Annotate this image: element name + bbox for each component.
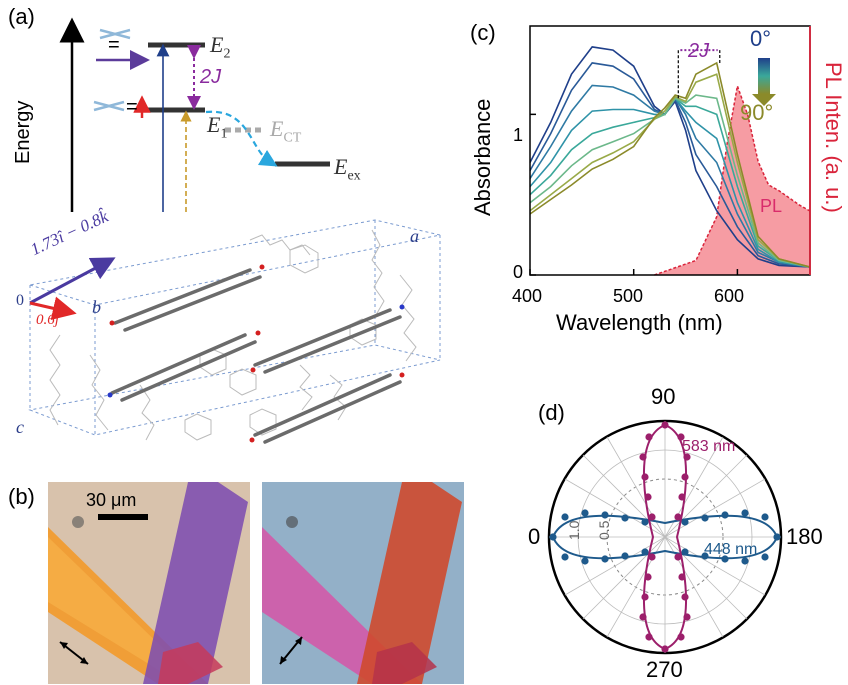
equals-sign-e1: = bbox=[126, 96, 138, 118]
panel-b-label: (b) bbox=[8, 484, 35, 509]
panel-c-label: (c) bbox=[470, 20, 496, 45]
series-448-points bbox=[549, 509, 781, 565]
panel-a-label: (a) bbox=[8, 4, 35, 29]
level-e2-label: E2 bbox=[210, 32, 231, 62]
y-tick-1: 1 bbox=[513, 125, 524, 145]
micrograph-right bbox=[262, 482, 464, 684]
polar-angle-270: 270 bbox=[646, 657, 683, 682]
series-448-label: 448 nm bbox=[704, 541, 758, 558]
vector-1-arrow bbox=[29, 257, 116, 305]
absorbance-series-5 bbox=[529, 94, 811, 268]
level-eex-label: Eex bbox=[334, 154, 361, 184]
x-tick-400: 400 bbox=[512, 286, 543, 306]
antiparallel-dipole-icon bbox=[93, 95, 151, 118]
x-tick-600: 600 bbox=[714, 286, 745, 306]
y-tick-0: 0 bbox=[513, 262, 524, 282]
parallel-dipole-icon bbox=[96, 28, 150, 70]
micrograph-left bbox=[48, 482, 250, 684]
chart-c-ylabel-left: Absorbance bbox=[470, 98, 495, 216]
panel-a-energy-diagram bbox=[59, 17, 330, 212]
series-583-label: 583 nm bbox=[682, 438, 736, 455]
vector-2-label: 0.6ĵ bbox=[36, 312, 59, 328]
colorbar bbox=[758, 58, 770, 94]
polar-radial-05: 0.5 bbox=[596, 520, 612, 540]
absorbance-chart bbox=[529, 25, 811, 276]
vector-2-arrow bbox=[29, 296, 77, 321]
colorbar-bottom-label: 90° bbox=[740, 100, 774, 125]
panel-d-label: (d) bbox=[538, 400, 565, 425]
polar-angle-0: 0 bbox=[528, 524, 541, 549]
colorbar-arrow bbox=[752, 94, 776, 106]
scale-bar-label: 30 μm bbox=[86, 490, 137, 510]
chart-c-xlabel: Wavelength (nm) bbox=[556, 310, 723, 335]
energy-axis-label: Energy bbox=[12, 100, 34, 164]
chart-c-ylabel-right: PL Inten. (a. u.) bbox=[821, 62, 846, 213]
pl-line bbox=[654, 83, 811, 276]
level-e1-label: E1 bbox=[207, 112, 228, 142]
pl-label: PL bbox=[760, 196, 783, 216]
alkyl-chains bbox=[49, 229, 417, 441]
crystal-structure bbox=[28, 219, 441, 444]
axis-a-label: a bbox=[410, 226, 419, 246]
charge-transfer-arrow bbox=[205, 110, 278, 167]
equals-sign-e2: = bbox=[108, 34, 120, 56]
chart-c-splitting-label: 2J bbox=[688, 40, 710, 62]
axis-b-label: b bbox=[92, 297, 101, 317]
axis-c-label: c bbox=[16, 417, 24, 437]
polar-angle-180: 180 bbox=[786, 524, 823, 549]
absorbance-series-6 bbox=[529, 73, 811, 268]
polar-chart bbox=[547, 419, 783, 655]
molecular-cores bbox=[110, 268, 402, 444]
series-583-points bbox=[639, 421, 691, 653]
scale-bar bbox=[98, 514, 148, 520]
polar-radial-1: 1.0 bbox=[566, 520, 582, 540]
axis-origin-label: 0 bbox=[16, 292, 24, 309]
colorbar-top-label: 0° bbox=[750, 26, 772, 51]
x-tick-500: 500 bbox=[613, 286, 644, 306]
polar-angle-90: 90 bbox=[651, 384, 676, 409]
pl-area bbox=[654, 86, 810, 275]
level-ect-label: ECT bbox=[270, 116, 302, 146]
absorbance-series-7 bbox=[529, 61, 811, 268]
heteroatoms bbox=[107, 264, 405, 443]
splitting-label-a: 2J bbox=[200, 66, 222, 88]
